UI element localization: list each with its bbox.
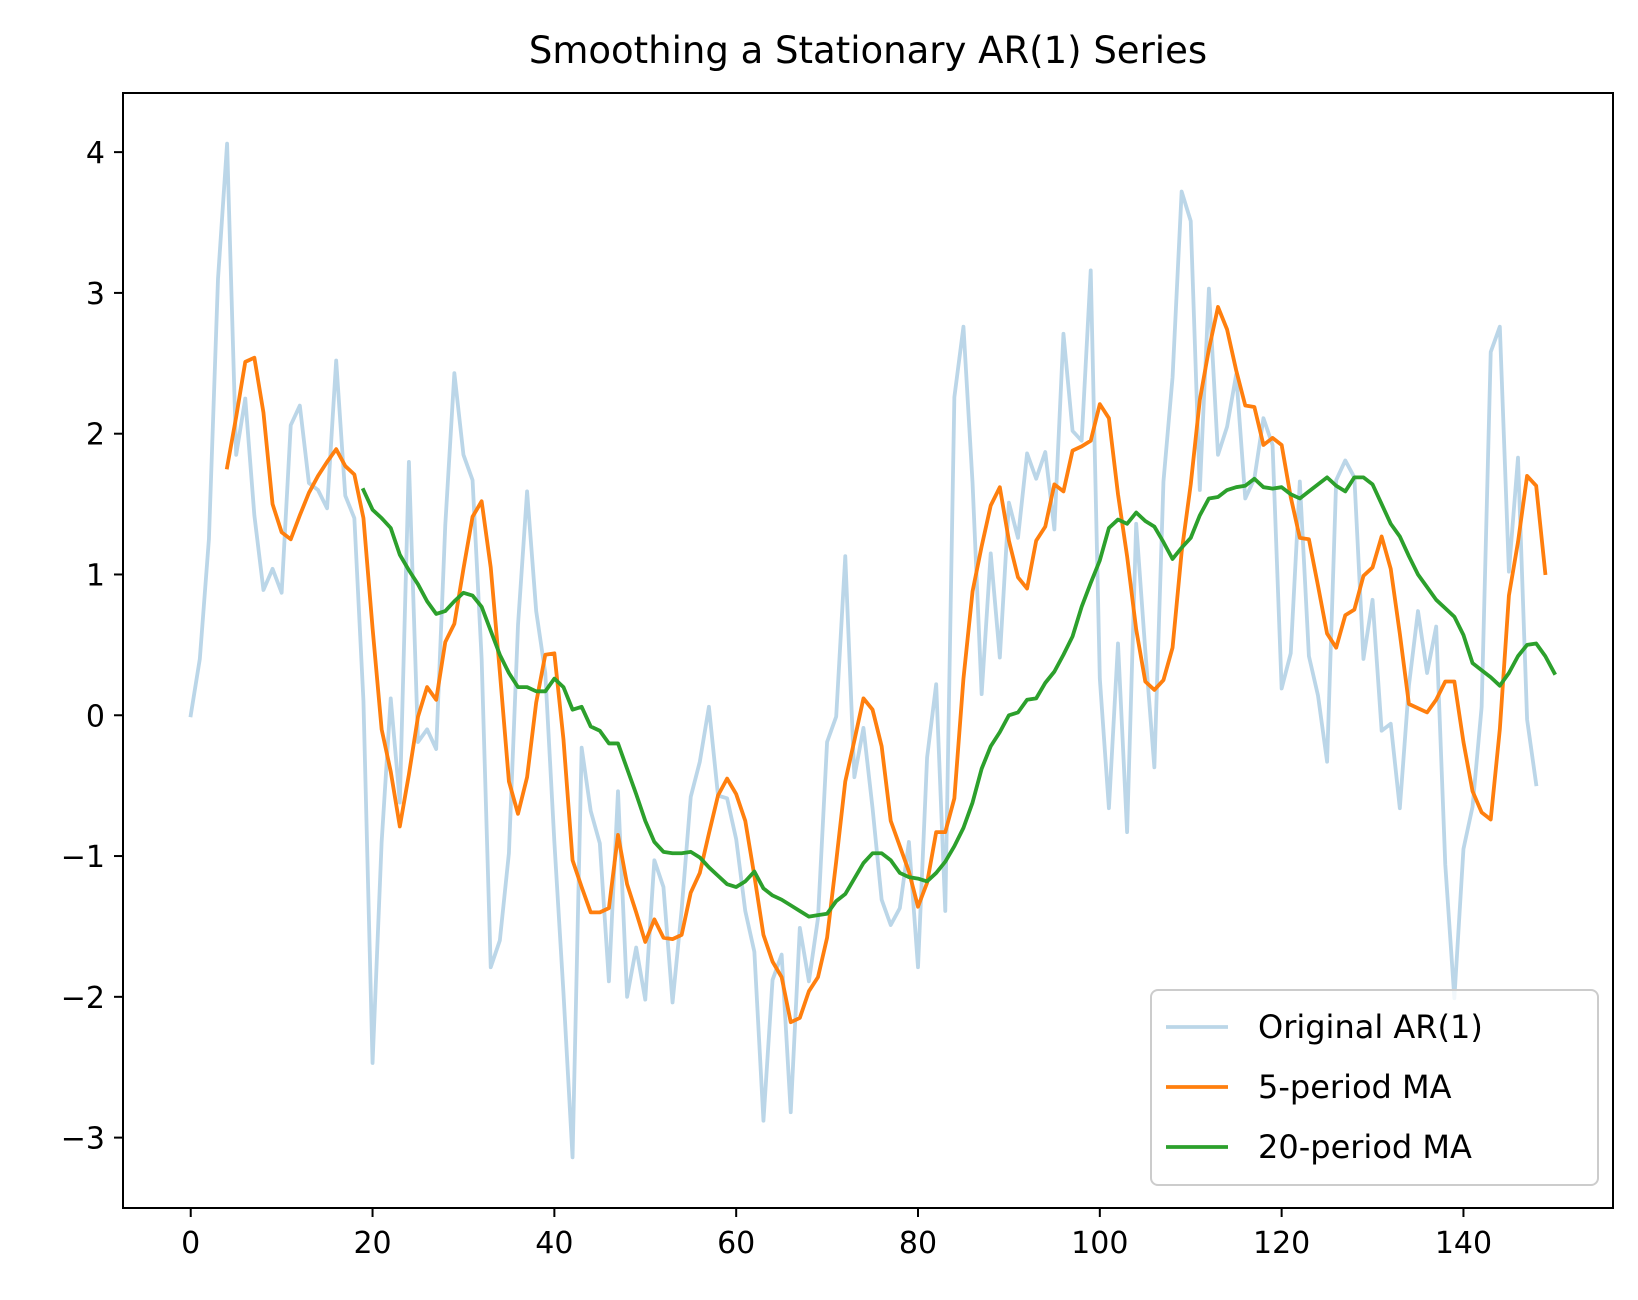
x-tick-label: 100 — [1071, 1226, 1128, 1261]
y-tick-label: −3 — [61, 1122, 105, 1157]
x-tick-label: 20 — [353, 1226, 391, 1261]
plot-area — [122, 92, 1614, 1209]
legend-label: 20-period MA — [1258, 1128, 1472, 1166]
legend-box — [1150, 989, 1599, 1186]
x-tick-label: 140 — [1435, 1226, 1492, 1261]
legend-label: 5-period MA — [1258, 1068, 1452, 1106]
series-line-5-period-ma — [224, 305, 1548, 1025]
x-axis: 0 20 40 60 80 100 120 140 — [181, 1208, 1492, 1261]
y-tick-label: 3 — [86, 277, 105, 312]
series-line-original-ar1 — [188, 141, 1539, 1160]
legend-items: Original AR(1) 5-period MA 20-period MA — [1166, 1008, 1483, 1166]
x-tick-label: 80 — [899, 1226, 937, 1261]
x-tick-label: 120 — [1253, 1226, 1310, 1261]
y-tick-label: 4 — [86, 136, 105, 171]
y-tick-label: 0 — [86, 699, 105, 734]
x-tick-label: 60 — [717, 1226, 755, 1261]
y-axis: −3 −2 −1 0 1 2 3 4 — [61, 136, 123, 1157]
series-layer — [188, 141, 1557, 1160]
axes-frame — [122, 92, 1614, 1209]
y-tick-label: 2 — [86, 418, 105, 453]
chart-title: Smoothing a Stationary AR(1) Series — [529, 29, 1207, 72]
y-tick-label: −2 — [61, 981, 105, 1016]
y-tick-label: 1 — [86, 558, 105, 593]
legend-label: Original AR(1) — [1258, 1008, 1483, 1046]
x-tick-label: 40 — [535, 1226, 573, 1261]
x-tick-label: 0 — [181, 1226, 200, 1261]
legend[interactable]: Original AR(1) 5-period MA 20-period MA — [1150, 989, 1599, 1186]
y-tick-label: −1 — [61, 840, 105, 875]
series-line-20-period-ma — [360, 475, 1557, 919]
